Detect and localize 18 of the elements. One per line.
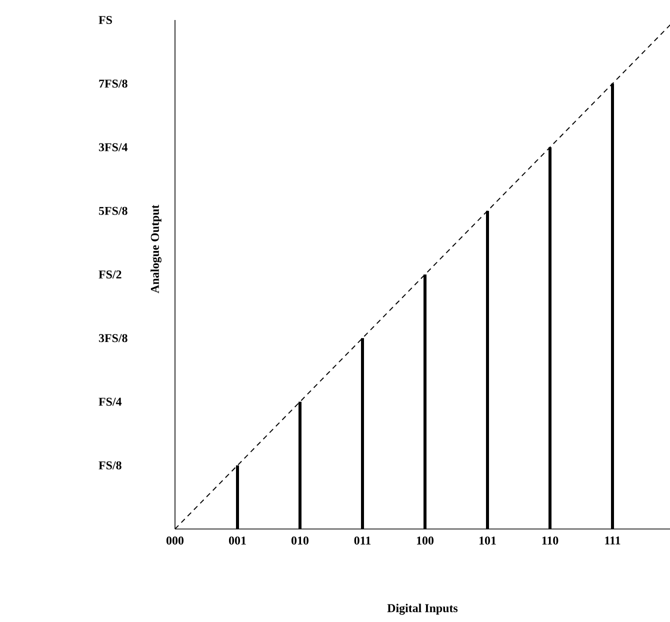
- text: 3FS/4: [98, 143, 128, 152]
- x-axis-title: Digital Inputs: [387, 604, 458, 615]
- x-tick-label: 100: [416, 536, 434, 545]
- text: FS/4: [98, 398, 122, 406]
- x-tick-label: 011: [354, 536, 371, 545]
- x-tick-label: 010: [291, 536, 309, 545]
- x-tick-label: 111: [605, 536, 620, 544]
- text: 3FS/8: [98, 334, 128, 342]
- y-axis-title: Analogue Output: [150, 204, 162, 294]
- text: FS: [98, 16, 112, 24]
- text: 7FS/8: [99, 80, 128, 88]
- x-tick-label: 001: [228, 536, 246, 545]
- text: 5FS/8: [99, 206, 128, 215]
- text: FS/2: [98, 270, 122, 279]
- x-tick-label: 101: [479, 536, 496, 545]
- text: FS/8: [98, 461, 122, 470]
- x-tick-label: 000: [166, 536, 184, 545]
- x-tick-label: 110: [542, 536, 558, 545]
